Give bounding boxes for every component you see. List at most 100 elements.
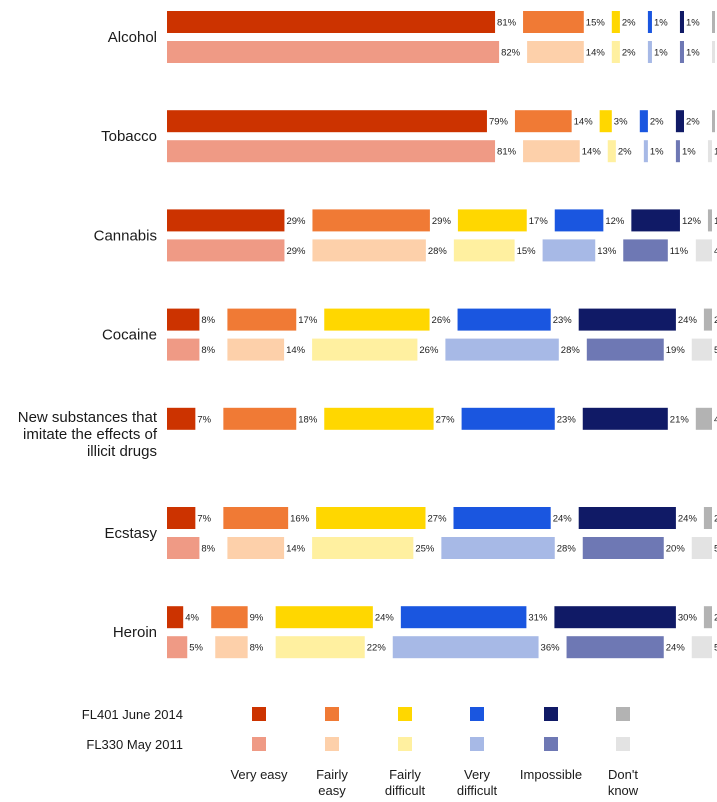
- bar-cocaine-fl401-june-2014-very-easy: [167, 308, 200, 331]
- value-label-new-substances-that-imitate-the-effects-of-illicit-drugs-fl401-june-2014-fairly-easy: 18%: [298, 414, 318, 425]
- bar-alcohol-fl330-may-2011-impossible: [679, 41, 684, 63]
- bar-new-substances-that-imitate-the-effects-of-illicit-drugs-fl401-june-2014-impossible: [582, 407, 668, 430]
- value-label-tobacco-fl330-may-2011-don-t-know: 1%: [714, 147, 717, 158]
- value-label-heroin-fl401-june-2014-very-difficult: 31%: [528, 613, 548, 624]
- value-label-ecstasy-fl401-june-2014-fairly-easy: 16%: [290, 514, 310, 525]
- value-label-ecstasy-fl330-may-2011-impossible: 20%: [666, 544, 686, 555]
- legend-segment-very-difficult-line-1: Very: [464, 767, 491, 782]
- legend-segment-fairly-easy-line-1: Fairly: [316, 767, 348, 782]
- category-label-heroin: Heroin: [113, 624, 157, 641]
- value-label-cocaine-fl401-june-2014-don-t-know: 2%: [714, 315, 717, 326]
- bar-heroin-fl401-june-2014-fairly-difficult: [275, 606, 373, 629]
- value-label-new-substances-that-imitate-the-effects-of-illicit-drugs-fl401-june-2014-don-t-know: 4%: [714, 414, 717, 425]
- bar-alcohol-fl401-june-2014-don-t-know: [712, 11, 715, 33]
- value-label-ecstasy-fl330-may-2011-very-difficult: 28%: [557, 544, 577, 555]
- value-label-cannabis-fl401-june-2014-very-easy: 29%: [286, 216, 306, 227]
- bar-ecstasy-fl401-june-2014-don-t-know: [703, 507, 712, 529]
- value-label-cocaine-fl330-may-2011-very-easy: 8%: [201, 345, 215, 356]
- value-label-heroin-fl330-may-2011-fairly-difficult: 22%: [367, 643, 387, 654]
- value-label-alcohol-fl401-june-2014-impossible: 1%: [686, 18, 700, 29]
- bar-alcohol-fl401-june-2014-fairly-easy: [523, 11, 584, 33]
- value-label-ecstasy-fl401-june-2014-very-difficult: 24%: [553, 514, 573, 525]
- value-label-tobacco-fl330-may-2011-fairly-easy: 14%: [582, 147, 602, 158]
- value-label-alcohol-fl330-may-2011-fairly-difficult: 2%: [622, 48, 636, 59]
- value-label-ecstasy-fl330-may-2011-fairly-difficult: 25%: [415, 544, 435, 555]
- bar-cannabis-fl330-may-2011-fairly-difficult: [453, 239, 515, 262]
- bar-cocaine-fl330-may-2011-very-easy: [167, 338, 200, 361]
- value-label-ecstasy-fl401-june-2014-fairly-difficult: 27%: [428, 514, 448, 525]
- bar-alcohol-fl401-june-2014-fairly-difficult: [611, 11, 620, 33]
- value-label-ecstasy-fl330-may-2011-don-t-know: 5%: [714, 544, 717, 555]
- value-label-cocaine-fl330-may-2011-fairly-difficult: 26%: [419, 345, 439, 356]
- bar-heroin-fl401-june-2014-very-easy: [167, 606, 184, 629]
- bar-tobacco-fl330-may-2011-very-difficult: [643, 140, 648, 163]
- category-label-cannabis: Cannabis: [94, 227, 157, 244]
- legend-swatch-fl401-june-2014-very-easy: [252, 707, 266, 721]
- legend-segment-very-easy: Very easy: [230, 767, 288, 782]
- value-label-tobacco-fl401-june-2014-very-easy: 79%: [489, 117, 509, 128]
- legend-segment-very-difficult-line-2: difficult: [457, 783, 498, 798]
- legend-segment-fairly-difficult-line-2: difficult: [385, 783, 426, 798]
- bar-tobacco-fl330-may-2011-fairly-difficult: [607, 140, 616, 163]
- bar-cocaine-fl330-may-2011-impossible: [586, 338, 664, 361]
- bar-new-substances-that-imitate-the-effects-of-illicit-drugs-fl401-june-2014-fairly-difficult: [324, 407, 434, 430]
- bar-ecstasy-fl330-may-2011-don-t-know: [691, 537, 712, 559]
- value-label-cannabis-fl330-may-2011-fairly-difficult: 15%: [517, 246, 537, 257]
- bar-cocaine-fl330-may-2011-very-difficult: [445, 338, 559, 361]
- bar-new-substances-that-imitate-the-effects-of-illicit-drugs-fl401-june-2014-very-easy: [167, 407, 196, 430]
- value-label-cocaine-fl401-june-2014-impossible: 24%: [678, 315, 698, 326]
- value-label-cannabis-fl401-june-2014-very-difficult: 12%: [605, 216, 625, 227]
- value-label-alcohol-fl330-may-2011-fairly-easy: 14%: [586, 48, 606, 59]
- legend-swatch-fl330-may-2011-don-t-know: [616, 737, 630, 751]
- value-label-tobacco-fl330-may-2011-very-difficult: 1%: [650, 147, 664, 158]
- bar-heroin-fl401-june-2014-don-t-know: [703, 606, 712, 629]
- value-label-cannabis-fl330-may-2011-impossible: 11%: [670, 246, 689, 257]
- value-label-heroin-fl330-may-2011-don-t-know: 5%: [714, 643, 717, 654]
- value-label-tobacco-fl401-june-2014-fairly-difficult: 3%: [614, 117, 628, 128]
- category-label-new-substances-that-imitate-the-effects-of-illicit-drugs-line-1: New substances that: [18, 409, 158, 426]
- category-label-new-substances-that-imitate-the-effects-of-illicit-drugs-line-2: imitate the effects of: [23, 426, 158, 443]
- bar-alcohol-fl401-june-2014-very-easy: [167, 11, 496, 33]
- legend-segment-don-t-know-line-1: Don't: [608, 767, 638, 782]
- bar-ecstasy-fl401-june-2014-fairly-easy: [223, 507, 289, 529]
- legend-swatch-fl401-june-2014-fairly-difficult: [398, 707, 412, 721]
- legend-swatch-fl330-may-2011-impossible: [544, 737, 558, 751]
- bar-cannabis-fl401-june-2014-very-difficult: [554, 209, 604, 232]
- value-label-heroin-fl330-may-2011-impossible: 24%: [666, 643, 686, 654]
- legend-swatch-fl401-june-2014-very-difficult: [470, 707, 484, 721]
- category-label-tobacco: Tobacco: [101, 128, 157, 145]
- bar-heroin-fl330-may-2011-impossible: [566, 636, 664, 659]
- bar-heroin-fl330-may-2011-fairly-difficult: [275, 636, 365, 659]
- value-label-alcohol-fl401-june-2014-fairly-easy: 15%: [586, 18, 606, 29]
- value-label-cannabis-fl401-june-2014-don-t-know: 1%: [714, 216, 717, 227]
- bar-ecstasy-fl401-june-2014-very-difficult: [453, 507, 551, 529]
- bar-tobacco-fl330-may-2011-very-easy: [167, 140, 496, 163]
- value-label-cocaine-fl330-may-2011-don-t-know: 5%: [714, 345, 717, 356]
- value-label-heroin-fl401-june-2014-fairly-difficult: 24%: [375, 613, 395, 624]
- bar-ecstasy-fl330-may-2011-fairly-easy: [227, 537, 285, 559]
- bar-cannabis-fl401-june-2014-don-t-know: [707, 209, 712, 232]
- value-label-heroin-fl401-june-2014-fairly-easy: 9%: [250, 613, 264, 624]
- bar-cocaine-fl401-june-2014-fairly-easy: [227, 308, 297, 331]
- value-label-tobacco-fl401-june-2014-impossible: 2%: [686, 117, 700, 128]
- value-label-alcohol-fl401-june-2014-fairly-difficult: 2%: [622, 18, 636, 29]
- value-label-alcohol-fl330-may-2011-very-easy: 82%: [501, 48, 521, 59]
- value-label-ecstasy-fl401-june-2014-very-easy: 7%: [197, 514, 211, 525]
- value-label-new-substances-that-imitate-the-effects-of-illicit-drugs-fl401-june-2014-very-difficult: 23%: [557, 414, 577, 425]
- bar-cannabis-fl330-may-2011-very-easy: [167, 239, 285, 262]
- bar-alcohol-fl330-may-2011-don-t-know: [712, 41, 715, 63]
- bar-tobacco-fl401-june-2014-fairly-difficult: [599, 110, 612, 133]
- legend-swatch-fl401-june-2014-don-t-know: [616, 707, 630, 721]
- value-label-cannabis-fl330-may-2011-very-easy: 29%: [286, 246, 306, 257]
- bar-cannabis-fl401-june-2014-fairly-difficult: [457, 209, 527, 232]
- bar-alcohol-fl401-june-2014-impossible: [679, 11, 684, 33]
- bars: 81%15%2%1%1%0%82%14%2%1%1%0%79%14%3%2%2%…: [167, 11, 717, 659]
- legend-segment-don-t-know-line-2: know: [608, 783, 639, 798]
- bar-cocaine-fl401-june-2014-very-difficult: [457, 308, 551, 331]
- bar-ecstasy-fl330-may-2011-impossible: [582, 537, 664, 559]
- legend-series-fl330-may-2011: FL330 May 2011: [86, 737, 183, 752]
- value-label-heroin-fl330-may-2011-very-difficult: 36%: [541, 643, 561, 654]
- value-label-tobacco-fl330-may-2011-impossible: 1%: [682, 147, 696, 158]
- value-label-alcohol-fl330-may-2011-very-difficult: 1%: [654, 48, 668, 59]
